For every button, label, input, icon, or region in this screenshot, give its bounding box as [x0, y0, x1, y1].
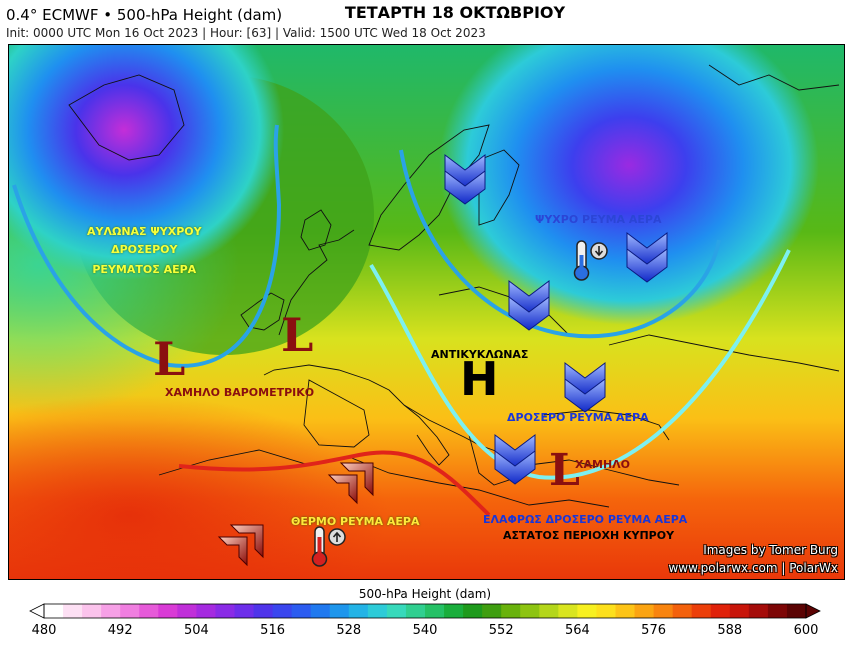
colorbar-swatch: [234, 604, 255, 618]
colorbar-swatch: [120, 604, 140, 618]
height-map: L L L H ΑΥΛΩΝΑΣ ΨΥΧΡΟΥ ΔΡΟΣΕΡΟΥ ΡΕΥΜΑΤΟΣ…: [8, 44, 845, 580]
colorbar-tick-label: 552: [488, 623, 514, 638]
colorbar-swatch: [425, 604, 445, 618]
red-chevron-arrow-icon: [327, 462, 374, 505]
colorbar-swatch: [44, 604, 64, 618]
colorbar-swatch: [386, 604, 407, 618]
colorbar-tick-label: 588: [717, 623, 743, 638]
western-trough-curve: [12, 124, 282, 368]
warm-stream-label: ΘΕΡΜΟ ΡΕΥΜΑ ΑΕΡΑ: [291, 515, 420, 528]
colorbar: [29, 603, 821, 619]
colorbar-swatch: [139, 604, 159, 618]
trough-label-line2: ΔΡΟΣΕΡΟΥ: [111, 242, 178, 256]
low-east-label: ΧΑΜΗΛΟ: [575, 458, 631, 471]
colorbar-swatch: [691, 604, 712, 618]
colorbar-swatch: [463, 604, 483, 618]
cool-stream-label: ΔΡΟΣΕΡΟ ΡΕΥΜΑ ΑΕΡΑ: [507, 411, 649, 424]
colorbar-tick-label: 600: [793, 623, 819, 638]
colorbar-border: [43, 603, 807, 619]
colorbar-swatch: [653, 604, 674, 618]
thermometer-up-icon: [311, 526, 346, 567]
day-heading: ΤΕΤΑΡΤΗ 18 ΟΚΤΩΒΡΙΟΥ: [344, 3, 566, 22]
colorbar-swatch: [253, 604, 274, 618]
red-chevron-arrow-icon: [217, 524, 264, 567]
colorbar-tick-label: 576: [641, 623, 667, 638]
blue-chevron-arrow-icon: [626, 232, 668, 283]
trough-label-line3: ΡΕΥΜΑΤΟΣ ΑΕΡΑ: [92, 262, 197, 276]
colorbar-swatch: [501, 604, 521, 618]
low-west-label: ΧΑΜΗΛΟ ΒΑΡΟΜΕΤΡΙΚΟ: [165, 386, 315, 399]
colorbar-swatch: [710, 604, 731, 618]
colorbar-swatch: [310, 604, 331, 618]
low-east-letter: L: [549, 445, 580, 496]
unstable-cyprus-label: ΑΣΤΑΤΟΣ ΠΕΡΙΟΧΗ ΚΥΠΡΟΥ: [503, 529, 675, 542]
colorbar-tick-label: 528: [336, 623, 362, 638]
colorbar-swatch: [82, 604, 102, 618]
colorbar-max-extend: [805, 603, 821, 619]
colorbar-tick-label: 492: [107, 623, 133, 638]
colorbar-swatch: [101, 604, 121, 618]
colorbar-swatch: [215, 604, 235, 618]
colorbar-swatch: [748, 604, 769, 618]
thermometer-down-icon: [573, 240, 608, 281]
colorbar-swatch: [196, 604, 216, 618]
colorbar-title: 500-hPa Height (dam): [358, 587, 492, 601]
colorbar-swatch: [786, 604, 807, 618]
slight-cool-stream-label: ΕΛΑΦΡΩΣ ΔΡΟΣΕΡΟ ΡΕΥΜΑ ΑΕΡΑ: [483, 513, 688, 526]
colorbar-tick-label: 516: [260, 623, 286, 638]
eastern-trough-curve: [399, 149, 721, 339]
colorbar-swatch: [672, 604, 693, 618]
trough-label: ΑΥΛΩΝΑΣ ΨΥΧΡΟΥ ΔΡΟΣΕΡΟΥ ΡΕΥΜΑΤΟΣ ΑΕΡΑ: [87, 225, 202, 276]
hot-south-shading: [9, 395, 389, 579]
colorbar-swatch: [558, 604, 578, 618]
colorbar-swatch: [405, 604, 426, 618]
colorbar-swatch: [767, 604, 788, 618]
high-letter: H: [460, 352, 499, 406]
colorbar-min-extend: [29, 603, 45, 619]
colorbar-swatch: [482, 604, 502, 618]
colorbar-tick-label: 564: [564, 623, 590, 638]
colorbar-swatch: [367, 604, 388, 618]
credit-line1: Images by Tomer Burg: [703, 543, 838, 557]
colorbar-swatch: [577, 604, 597, 618]
eastern-low-shading: [439, 45, 819, 325]
colorbar-swatch: [444, 604, 464, 618]
chart-title: 0.4° ECMWF • 500-hPa Height (dam): [6, 6, 283, 24]
map-canvas: L L L H: [9, 45, 844, 579]
colorbar-swatch: [291, 604, 312, 618]
colorbar-swatch: [596, 604, 616, 618]
colorbar-tick-label: 480: [31, 623, 57, 638]
colorbar-swatch: [520, 604, 540, 618]
blue-chevron-arrow-icon: [444, 154, 486, 205]
ridge-cool-curve: [369, 249, 791, 480]
colorbar-swatch: [348, 604, 369, 618]
western-low-shading: [9, 45, 284, 280]
colorbar-tick-label: 540: [412, 623, 438, 638]
low-west2-letter: L: [281, 308, 313, 362]
colorbar-swatch: [634, 604, 655, 618]
colorbar-tick-label: 504: [183, 623, 209, 638]
warm-front-curve: [178, 450, 491, 517]
blue-chevron-arrow-icon: [494, 434, 536, 485]
blue-chevron-arrow-icon: [564, 362, 606, 413]
colorbar-swatch: [177, 604, 197, 618]
trough-label-line1: ΑΥΛΩΝΑΣ ΨΥΧΡΟΥ: [87, 225, 202, 238]
colorbar-swatch: [63, 604, 83, 618]
colorbar-swatch: [615, 604, 636, 618]
colorbar-swatch: [329, 604, 350, 618]
colorbar-swatch: [272, 604, 293, 618]
colorbar-swatch: [539, 604, 559, 618]
anticyclone-label: ΑΝΤΙΚΥΚΛΩΝΑΣ: [431, 348, 529, 361]
cold-stream-label: ΨΥΧΡΟ ΡΕΥΜΑ ΑΕΡΑ: [535, 213, 662, 226]
blue-chevron-arrow-icon: [508, 280, 550, 331]
low-west-letter: L: [153, 332, 185, 386]
chart-subtitle: Init: 0000 UTC Mon 16 Oct 2023 | Hour: […: [6, 26, 486, 40]
colorbar-swatch: [158, 604, 178, 618]
credit-line2: www.polarwx.com | PolarWx: [668, 561, 838, 575]
colorbar-swatch: [729, 604, 750, 618]
